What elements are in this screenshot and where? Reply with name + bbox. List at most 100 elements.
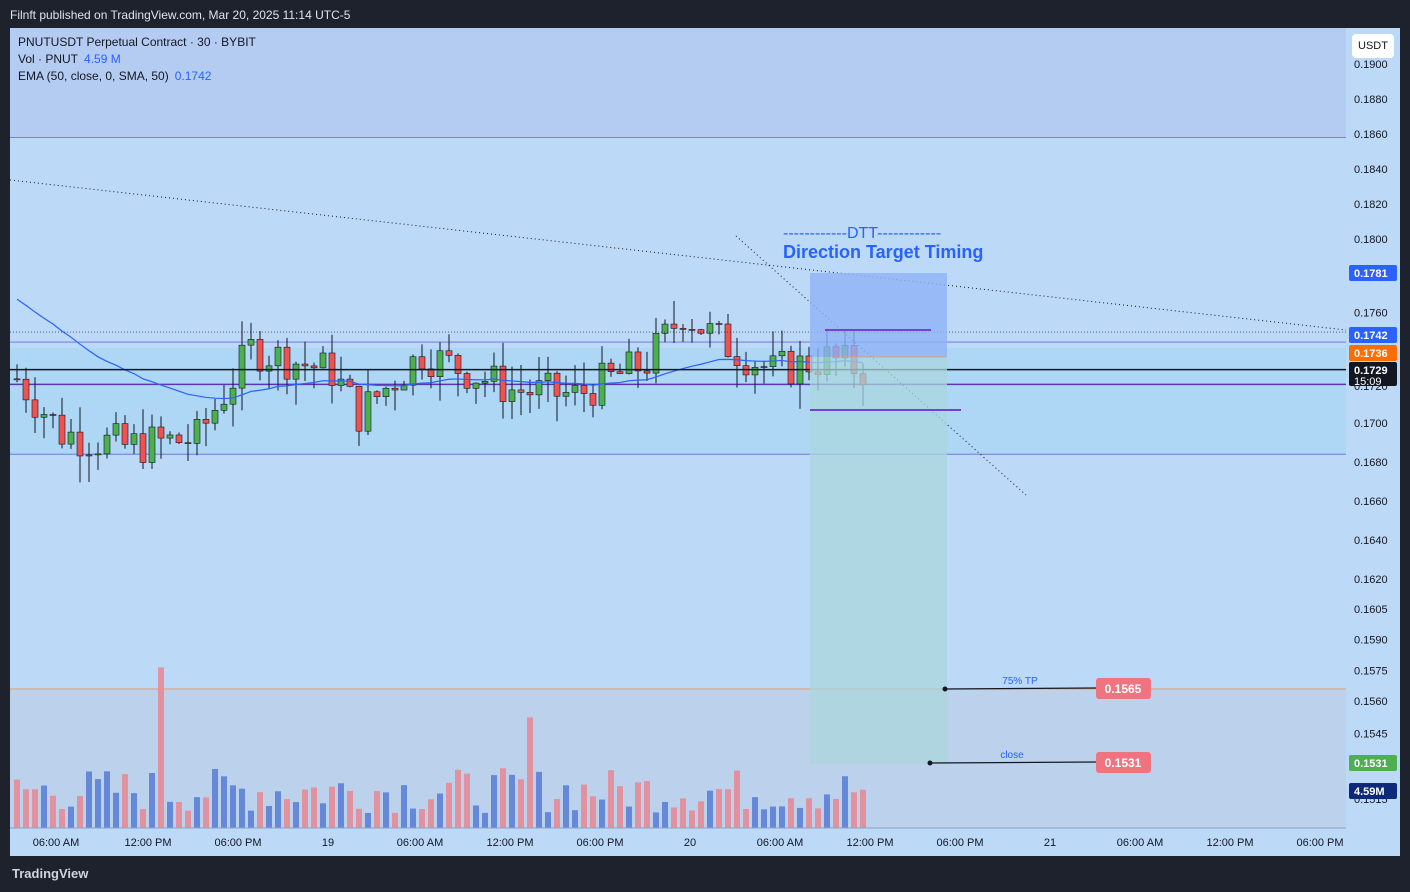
price-tick: 0.1590 (1354, 635, 1388, 647)
volume-bar (680, 798, 686, 828)
candle-body (643, 370, 651, 374)
candle-body (85, 454, 93, 457)
volume-bar (392, 812, 398, 828)
candle (625, 338, 633, 375)
candle (706, 311, 714, 348)
candle-body (58, 414, 66, 445)
volume-bar (842, 776, 848, 828)
chart-frame[interactable]: ------------DTT------------ Direction Tar… (10, 28, 1400, 856)
risk-box (810, 273, 947, 357)
candle-body (535, 380, 543, 396)
volume-bar (311, 787, 317, 828)
volume-bar (860, 789, 866, 828)
candle-body (571, 384, 579, 393)
candle-body (238, 344, 246, 389)
volume-bar (518, 779, 524, 828)
candle (643, 351, 651, 381)
candle-body (166, 434, 174, 439)
time-tick: 06:00 PM (936, 837, 983, 849)
volume-bar (473, 805, 479, 828)
candle (436, 342, 444, 401)
candle (553, 371, 561, 422)
price-tick: 0.1700 (1354, 418, 1388, 430)
marker-badge (1096, 752, 1151, 773)
price-badge (1349, 265, 1397, 281)
price-tick: 0.1545 (1354, 729, 1388, 741)
candle-body (265, 365, 273, 372)
volume-bar (14, 779, 20, 828)
volume-bar (32, 789, 38, 828)
candle-body (103, 434, 111, 455)
marker-line (929, 761, 1097, 764)
volume-bar (185, 810, 191, 828)
candle-body (121, 423, 129, 445)
candle (130, 424, 138, 454)
candle (715, 320, 723, 335)
price-badge (1349, 755, 1397, 771)
price-tick: 0.1880 (1354, 94, 1388, 106)
candle-body (724, 323, 732, 357)
volume-bar (752, 797, 758, 828)
currency-button[interactable]: USDT (1352, 34, 1394, 58)
price-tick: 0.1575 (1354, 665, 1388, 677)
candle-body (346, 378, 354, 387)
time-tick: 12:00 PM (486, 837, 533, 849)
candle-body (139, 433, 147, 463)
candle-body (733, 356, 741, 367)
candle-body (283, 346, 291, 380)
candle-body (634, 351, 642, 372)
candle-body (301, 363, 309, 367)
candle (148, 414, 156, 469)
candle-body (499, 365, 507, 402)
volume-bar (761, 809, 767, 828)
publish-text: Filnft published on TradingView.com, Mar… (10, 8, 351, 22)
price-tick: 0.1900 (1354, 59, 1388, 71)
volume-bar (203, 797, 209, 828)
volume-bar (428, 799, 434, 828)
candle-body (112, 423, 120, 436)
volume-bar (176, 802, 182, 828)
candle-body (580, 384, 588, 394)
candle (751, 361, 759, 394)
volume-bar (239, 788, 245, 828)
volume-bar (824, 794, 830, 828)
volume-bar (617, 786, 623, 828)
candle-body (436, 350, 444, 377)
volume-bar (644, 781, 650, 828)
volume-bar (536, 771, 542, 828)
volume-bar (509, 774, 515, 828)
volume-bar (356, 808, 362, 828)
volume-bar (482, 812, 488, 828)
volume-bar (320, 803, 326, 828)
candle (724, 313, 732, 358)
volume-bar (410, 808, 416, 828)
volume-bar (212, 769, 218, 828)
candle-body (247, 339, 255, 346)
marker-badge-text: 0.1565 (1105, 682, 1142, 696)
price-badge (1349, 327, 1397, 343)
price-tick: 0.1620 (1354, 574, 1388, 586)
candle (409, 354, 417, 396)
candle-body (490, 365, 498, 382)
candle (283, 337, 291, 395)
candle-body (454, 355, 462, 374)
tradingview-logo: TradingView (12, 866, 89, 881)
volume-bar (230, 785, 236, 828)
volume-bar (635, 782, 641, 828)
volume-bar (275, 791, 281, 828)
volume-bar (347, 790, 353, 828)
candle (733, 337, 741, 388)
candle-body (31, 399, 39, 418)
candle (274, 340, 282, 391)
candle-body (661, 323, 669, 334)
candle (580, 362, 588, 413)
volume-bar (572, 810, 578, 828)
price-chart[interactable]: ------------DTT------------Direction Tar… (10, 28, 1400, 856)
volume-bar (158, 667, 164, 828)
volume-bar (527, 717, 533, 828)
volume-bar (257, 792, 263, 828)
ema-line (16, 298, 864, 400)
candle (688, 319, 696, 343)
legend-symbol: PNUTUSDT Perpetual Contract · 30 · BYBIT (18, 35, 256, 49)
candle-body (49, 414, 57, 416)
